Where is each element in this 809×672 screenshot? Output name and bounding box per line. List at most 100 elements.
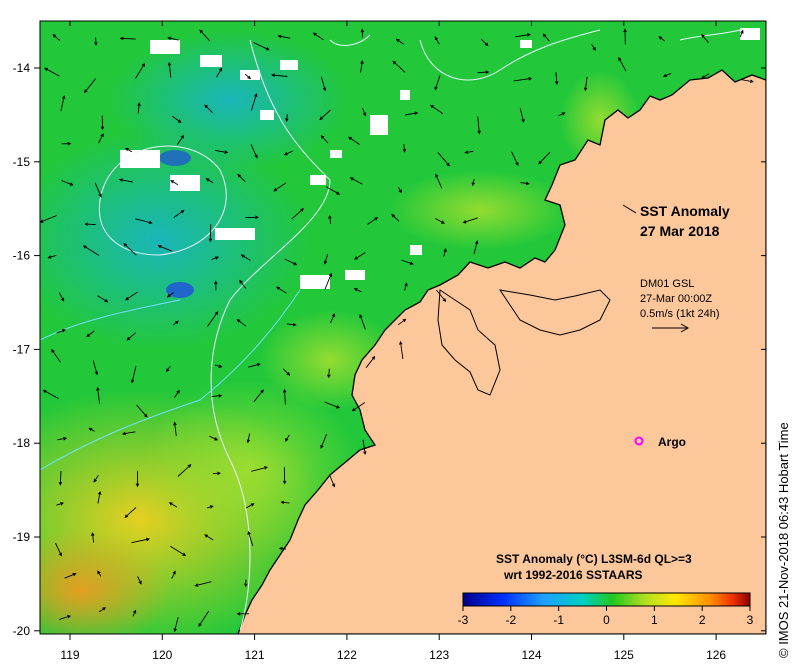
- current-vector: [391, 214, 400, 222]
- latitude-axis: -14-15-16-17-18-19-20: [13, 61, 766, 638]
- current-vector: [237, 174, 246, 182]
- current-vector-head: [44, 67, 48, 71]
- current-vector: [436, 289, 446, 302]
- current-vector-head: [125, 147, 129, 152]
- lat-tick-label: -17: [13, 342, 31, 356]
- current-vector: [250, 93, 257, 111]
- current-vector: [330, 313, 335, 324]
- current-vector-head: [320, 135, 325, 139]
- current-vector-head: [218, 67, 223, 72]
- colorbar-tick-label: 3: [747, 613, 754, 627]
- current-vector-head: [157, 245, 162, 249]
- current-vector: [511, 151, 519, 166]
- lon-tick-label: 123: [429, 648, 449, 662]
- current-vector-head: [526, 33, 531, 37]
- current-vector: [359, 314, 366, 330]
- colorbar-tick-label: 2: [699, 613, 706, 627]
- current-vector-head: [118, 178, 123, 182]
- current-vector-head: [204, 104, 208, 109]
- current-vector: [124, 507, 137, 518]
- current-vector-head: [194, 583, 199, 587]
- current-vector: [430, 105, 444, 115]
- current-vector-head: [443, 248, 447, 253]
- current-vector: [250, 144, 258, 158]
- current-vector: [354, 288, 362, 293]
- current-vector: [48, 254, 57, 259]
- current-vector-head: [435, 173, 439, 178]
- current-vector: [206, 505, 213, 509]
- current-vector-head: [102, 607, 107, 611]
- current-vector: [480, 38, 489, 46]
- current-vector-head: [658, 36, 663, 40]
- current-vector: [324, 273, 332, 290]
- current-vector-head: [60, 297, 65, 302]
- cold-spot: [159, 150, 191, 166]
- current-vector: [437, 152, 450, 166]
- current-vector-head: [471, 182, 475, 187]
- current-vector-head: [263, 466, 268, 470]
- lat-tick-label: -19: [13, 530, 31, 544]
- current-vector: [435, 174, 443, 189]
- bathymetry-contours: [98, 29, 741, 631]
- current-vector: [253, 389, 264, 402]
- current-vector-head: [360, 60, 364, 64]
- lon-tick-label: 121: [245, 648, 265, 662]
- current-vector-head: [351, 407, 356, 412]
- current-vector: [119, 179, 133, 183]
- current-vector: [291, 208, 304, 220]
- current-vector: [136, 404, 148, 418]
- current-vector-head: [320, 444, 324, 449]
- map-title: SST Anomaly: [640, 203, 730, 219]
- current-vector-head: [271, 73, 276, 77]
- colorbar-title: SST Anomaly (°C) L3SM-6d QL>=3: [496, 552, 692, 566]
- current-vector: [515, 34, 531, 38]
- current-vector: [166, 366, 171, 372]
- current-vector-head: [319, 116, 324, 121]
- current-vector-head: [363, 451, 367, 455]
- current-vector: [434, 36, 440, 45]
- current-vector: [558, 112, 565, 117]
- current-vector: [171, 571, 176, 579]
- current-vector-head: [166, 293, 171, 298]
- current-vector: [43, 389, 59, 399]
- argo-float-marker[interactable]: [634, 436, 644, 446]
- current-vector-head: [119, 36, 124, 41]
- current-vector-head: [336, 191, 341, 195]
- kimberley-peninsula: [437, 289, 501, 396]
- current-vector-head: [256, 363, 261, 367]
- current-vector-head: [148, 220, 153, 225]
- current-vector: [284, 150, 293, 156]
- current-vector: [58, 292, 64, 302]
- current-vector-head: [336, 405, 341, 409]
- current-vector-head: [283, 152, 288, 156]
- current-vector: [591, 44, 596, 51]
- current-vector-head: [214, 311, 219, 315]
- current-vector-head: [214, 280, 218, 285]
- current-vector: [137, 576, 142, 584]
- current-vector: [247, 363, 261, 368]
- current-vector-head: [93, 478, 97, 483]
- current-vector-head: [180, 134, 184, 139]
- current-vector: [352, 402, 366, 412]
- current-vector: [83, 245, 100, 256]
- current-vector-head: [209, 505, 214, 509]
- current-vector: [361, 107, 366, 116]
- title-leader-line: [622, 204, 637, 214]
- current-vector: [97, 570, 102, 577]
- current-vector-head: [224, 150, 229, 154]
- bay-land: [498, 289, 611, 336]
- current-time: 27-Mar 00:00Z: [640, 293, 712, 305]
- land-mass: [237, 69, 766, 634]
- current-vector: [401, 259, 413, 265]
- current-vector-head: [331, 313, 336, 318]
- current-vector: [198, 610, 210, 627]
- current-vector-head: [132, 609, 137, 614]
- current-vector-head: [462, 220, 467, 224]
- current-vector-head: [359, 314, 363, 319]
- current-vector-head: [561, 112, 566, 116]
- current-vector-head: [167, 61, 172, 66]
- current-vector-head: [618, 56, 622, 61]
- current-vector: [88, 427, 95, 432]
- current-vector-head: [409, 261, 414, 265]
- colorbar-subtitle: wrt 1992-2016 SSTAARS: [503, 568, 643, 582]
